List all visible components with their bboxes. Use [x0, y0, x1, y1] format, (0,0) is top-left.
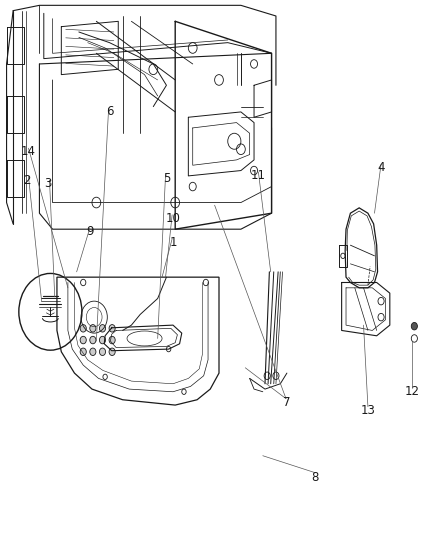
Circle shape: [411, 322, 417, 330]
Circle shape: [80, 348, 86, 356]
Text: 3: 3: [45, 177, 52, 190]
Text: 10: 10: [166, 212, 180, 225]
Text: 4: 4: [377, 161, 385, 174]
Circle shape: [109, 336, 115, 344]
Text: 6: 6: [106, 106, 113, 118]
Circle shape: [90, 348, 96, 356]
Circle shape: [80, 336, 86, 344]
Circle shape: [90, 325, 96, 332]
Circle shape: [99, 336, 106, 344]
Circle shape: [99, 348, 106, 356]
Text: 2: 2: [23, 174, 31, 187]
Text: 7: 7: [283, 396, 291, 409]
Text: 12: 12: [404, 385, 419, 398]
Circle shape: [99, 325, 106, 332]
Text: 1: 1: [169, 236, 177, 249]
Circle shape: [109, 325, 115, 332]
Circle shape: [80, 325, 86, 332]
Text: 9: 9: [86, 225, 94, 238]
Circle shape: [90, 336, 96, 344]
Text: 5: 5: [163, 172, 170, 185]
Text: 14: 14: [21, 146, 36, 158]
Text: 13: 13: [360, 404, 375, 417]
Circle shape: [109, 348, 115, 356]
Text: 8: 8: [312, 471, 319, 483]
Text: 11: 11: [251, 169, 266, 182]
